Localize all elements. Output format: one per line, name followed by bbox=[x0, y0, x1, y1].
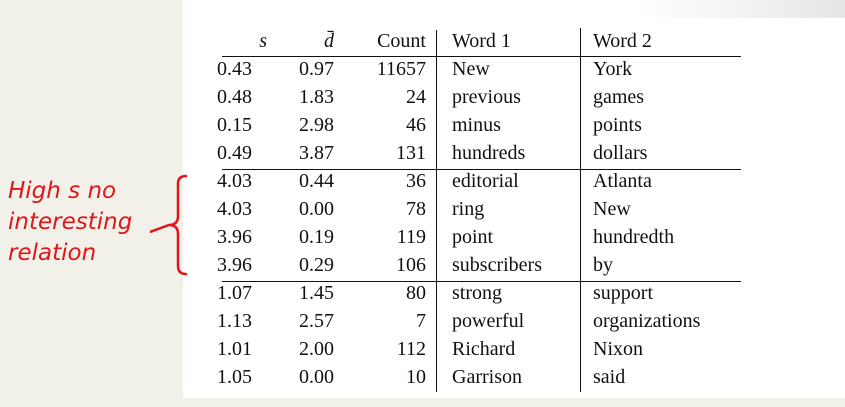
table-cell: editorial bbox=[452, 169, 519, 193]
column-divider-1 bbox=[436, 30, 437, 392]
table-cell: Richard bbox=[452, 337, 515, 361]
table-cell: 11657 bbox=[377, 57, 426, 81]
table-cell: points bbox=[593, 113, 642, 137]
header-rule bbox=[222, 56, 741, 57]
table-cell: Atlanta bbox=[593, 169, 652, 193]
table-cell: 119 bbox=[397, 225, 426, 249]
table-cell: York bbox=[593, 57, 632, 81]
table-cell: dollars bbox=[593, 141, 647, 165]
table-cell: 1.83 bbox=[299, 85, 334, 109]
annotation-line-2: interesting bbox=[8, 207, 132, 238]
table-cell: 36 bbox=[406, 169, 426, 193]
table-cell: said bbox=[593, 365, 625, 389]
table-cell: 3.96 bbox=[217, 225, 252, 249]
table-cell: 0.00 bbox=[299, 365, 334, 389]
table-cell: New bbox=[593, 197, 631, 221]
table-cell: organizations bbox=[593, 309, 700, 333]
table-cell: 10 bbox=[406, 365, 426, 389]
table-cell: 0.49 bbox=[217, 141, 252, 165]
annotation-text: High s no interesting relation bbox=[8, 176, 132, 269]
table-cell: minus bbox=[452, 113, 501, 137]
table-cell: 0.43 bbox=[217, 57, 252, 81]
table-cell: 3.96 bbox=[217, 253, 252, 277]
table-cell: powerful bbox=[452, 309, 524, 333]
curly-brace-icon bbox=[150, 172, 190, 278]
table-cell: strong bbox=[452, 281, 502, 305]
header-word2: Word 2 bbox=[593, 29, 652, 53]
table-cell: Garrison bbox=[452, 365, 522, 389]
top-edge-shadow bbox=[640, 0, 845, 18]
table-cell: 106 bbox=[396, 253, 426, 277]
table-cell: 0.44 bbox=[299, 169, 334, 193]
table-cell: hundredth bbox=[593, 225, 674, 249]
table-cell: 24 bbox=[406, 85, 426, 109]
table-cell: 1.05 bbox=[217, 365, 252, 389]
table-cell: 46 bbox=[406, 113, 426, 137]
table-cell: ring bbox=[452, 197, 484, 221]
table-cell: 2.00 bbox=[299, 337, 334, 361]
header-d-bar: d̄ bbox=[324, 29, 334, 53]
table-cell: by bbox=[593, 253, 613, 277]
table-cell: games bbox=[593, 85, 644, 109]
annotation-line-1: High s no bbox=[8, 176, 132, 207]
header-s: s bbox=[259, 29, 267, 53]
table-cell: 4.03 bbox=[217, 169, 252, 193]
table-cell: 4.03 bbox=[217, 197, 252, 221]
group-rule-2 bbox=[222, 281, 741, 282]
table-cell: 80 bbox=[406, 281, 426, 305]
column-divider-2 bbox=[580, 28, 581, 392]
header-word1: Word 1 bbox=[452, 29, 511, 53]
table-cell: 1.13 bbox=[217, 309, 252, 333]
table-cell: 2.57 bbox=[299, 309, 334, 333]
table-cell: 1.45 bbox=[299, 281, 334, 305]
table-cell: point bbox=[452, 225, 493, 249]
table-cell: New bbox=[452, 57, 490, 81]
table-cell: 2.98 bbox=[299, 113, 334, 137]
annotation-line-3: relation bbox=[8, 238, 132, 269]
table-cell: 1.01 bbox=[217, 337, 252, 361]
table-cell: 1.07 bbox=[217, 281, 252, 305]
header-count: Count bbox=[377, 29, 426, 53]
table-cell: previous bbox=[452, 85, 521, 109]
group-rule-1 bbox=[222, 169, 741, 170]
table-cell: 7 bbox=[416, 309, 426, 333]
table-cell: 0.97 bbox=[299, 57, 334, 81]
table-cell: 78 bbox=[406, 197, 426, 221]
table-cell: subscribers bbox=[452, 253, 542, 277]
table-cell: 3.87 bbox=[299, 141, 334, 165]
table-cell: Nixon bbox=[593, 337, 643, 361]
table-cell: 131 bbox=[396, 141, 426, 165]
table-cell: support bbox=[593, 281, 653, 305]
table-cell: 0.29 bbox=[299, 253, 334, 277]
table-cell: 112 bbox=[397, 337, 426, 361]
table-cell: 0.15 bbox=[217, 113, 252, 137]
table-cell: 0.00 bbox=[299, 197, 334, 221]
table-cell: 0.48 bbox=[217, 85, 252, 109]
table-cell: 0.19 bbox=[299, 225, 334, 249]
table-cell: hundreds bbox=[452, 141, 525, 165]
